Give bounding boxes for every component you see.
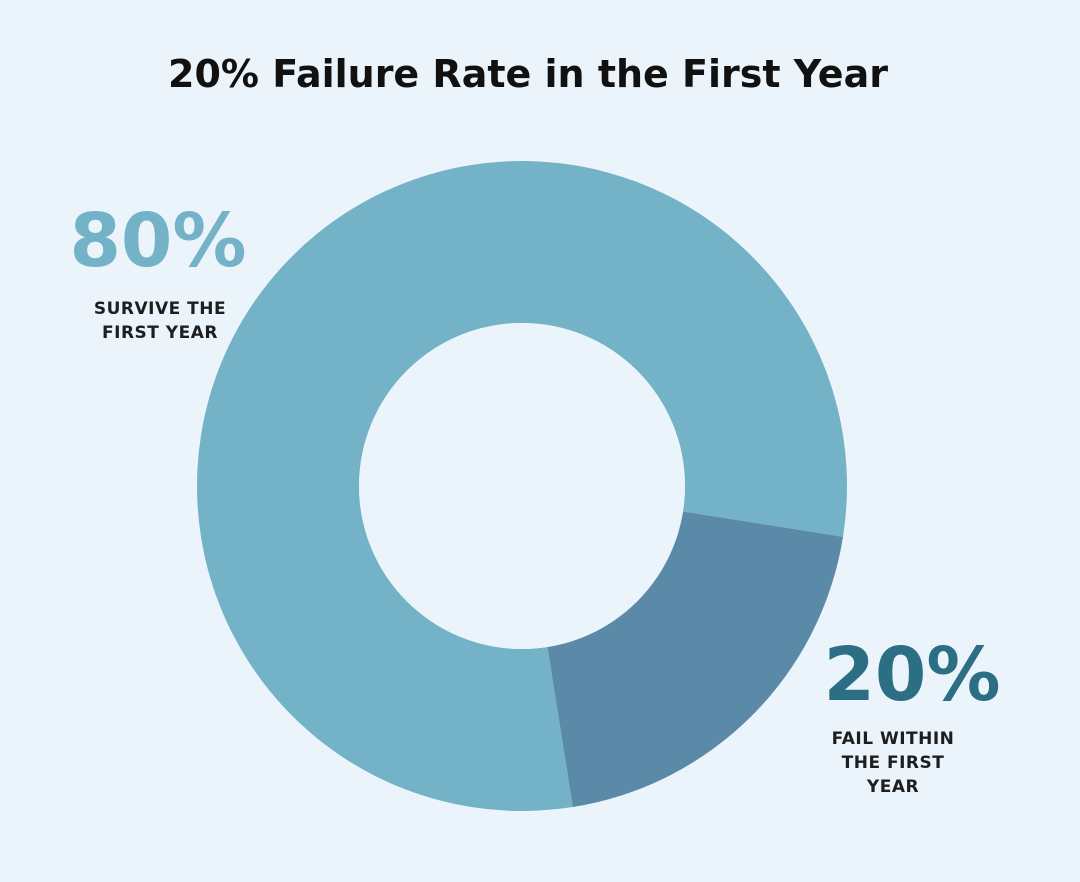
survive-percent-label: 80% <box>69 198 246 284</box>
survive-label-line-1: SURVIVE THE <box>94 299 226 319</box>
fail-label-line-2: THE FIRST <box>842 753 945 773</box>
chart-title: 20% Failure Rate in the First Year <box>168 52 888 96</box>
fail-percent-label: 20% <box>823 632 1000 718</box>
fail-label-line-3: YEAR <box>866 777 919 797</box>
fail-label-line-1: FAIL WITHIN <box>832 729 955 749</box>
donut-hole <box>359 323 685 649</box>
donut-slice-fail <box>547 511 843 807</box>
donut-slice-survive <box>197 161 848 811</box>
survive-label-line-2: FIRST YEAR <box>102 323 218 343</box>
donut-slices <box>197 161 848 811</box>
